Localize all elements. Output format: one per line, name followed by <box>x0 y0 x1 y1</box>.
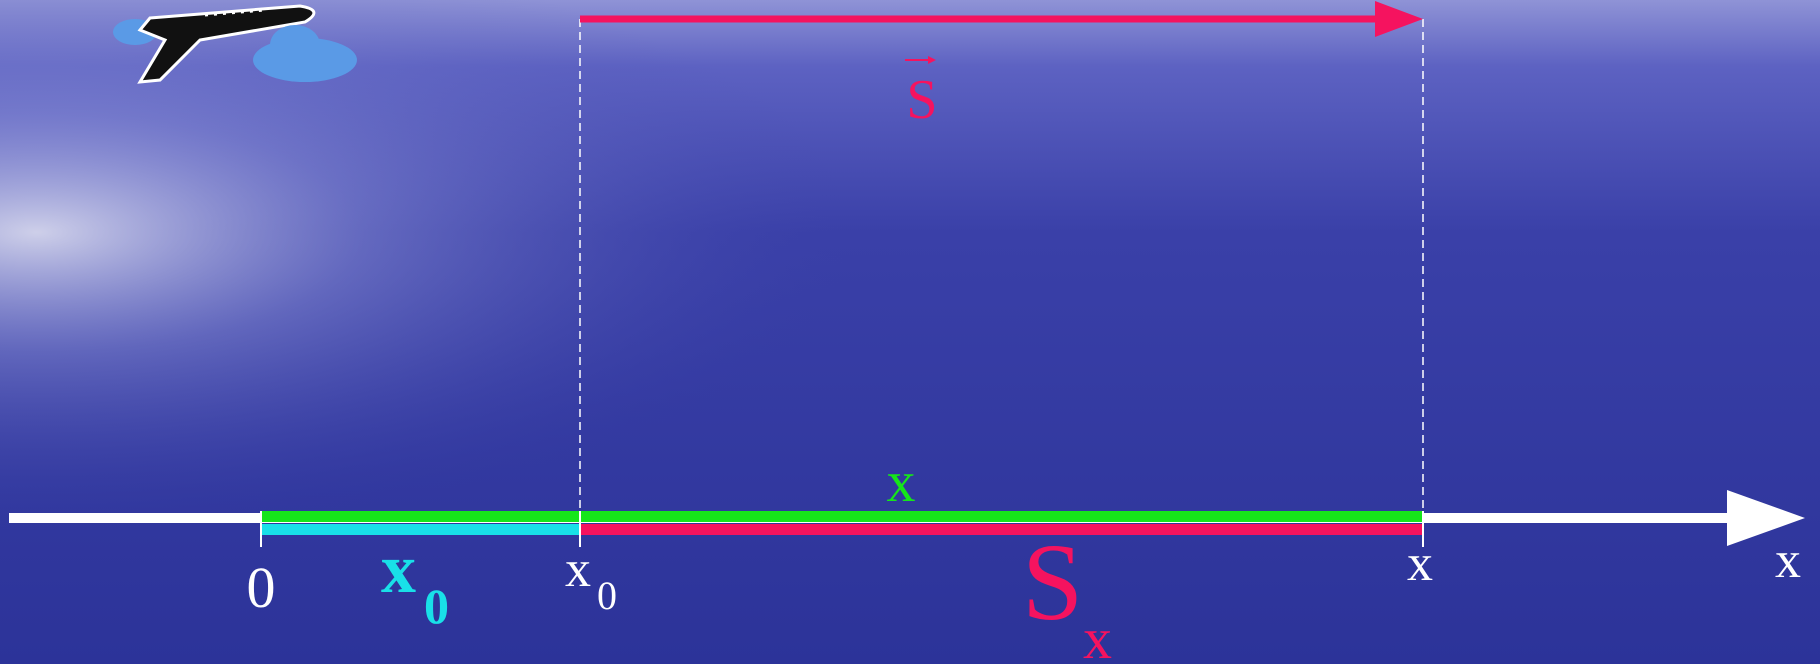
origin-label: 0 <box>247 555 276 620</box>
sx-sub: x <box>1083 606 1112 664</box>
x0-sub: 0 <box>424 578 449 634</box>
x-segment <box>261 511 1423 522</box>
x0-base: x <box>381 531 416 608</box>
axis-x0-sub: 0 <box>597 573 617 618</box>
axis-x0-base: x <box>565 541 591 598</box>
slide: S x x0 Sx 0 x0 x x <box>0 0 1820 664</box>
vector-symbol: S <box>906 69 937 131</box>
sx-base: S <box>1022 521 1083 643</box>
x0-segment <box>261 524 580 535</box>
page: S x x0 Sx 0 x0 x x (() => { const data =… <box>0 0 1820 664</box>
x-label: x <box>887 449 916 514</box>
sx-segment <box>580 524 1423 535</box>
axis-x-label: x <box>1407 535 1433 592</box>
axis-name: x <box>1775 532 1801 589</box>
